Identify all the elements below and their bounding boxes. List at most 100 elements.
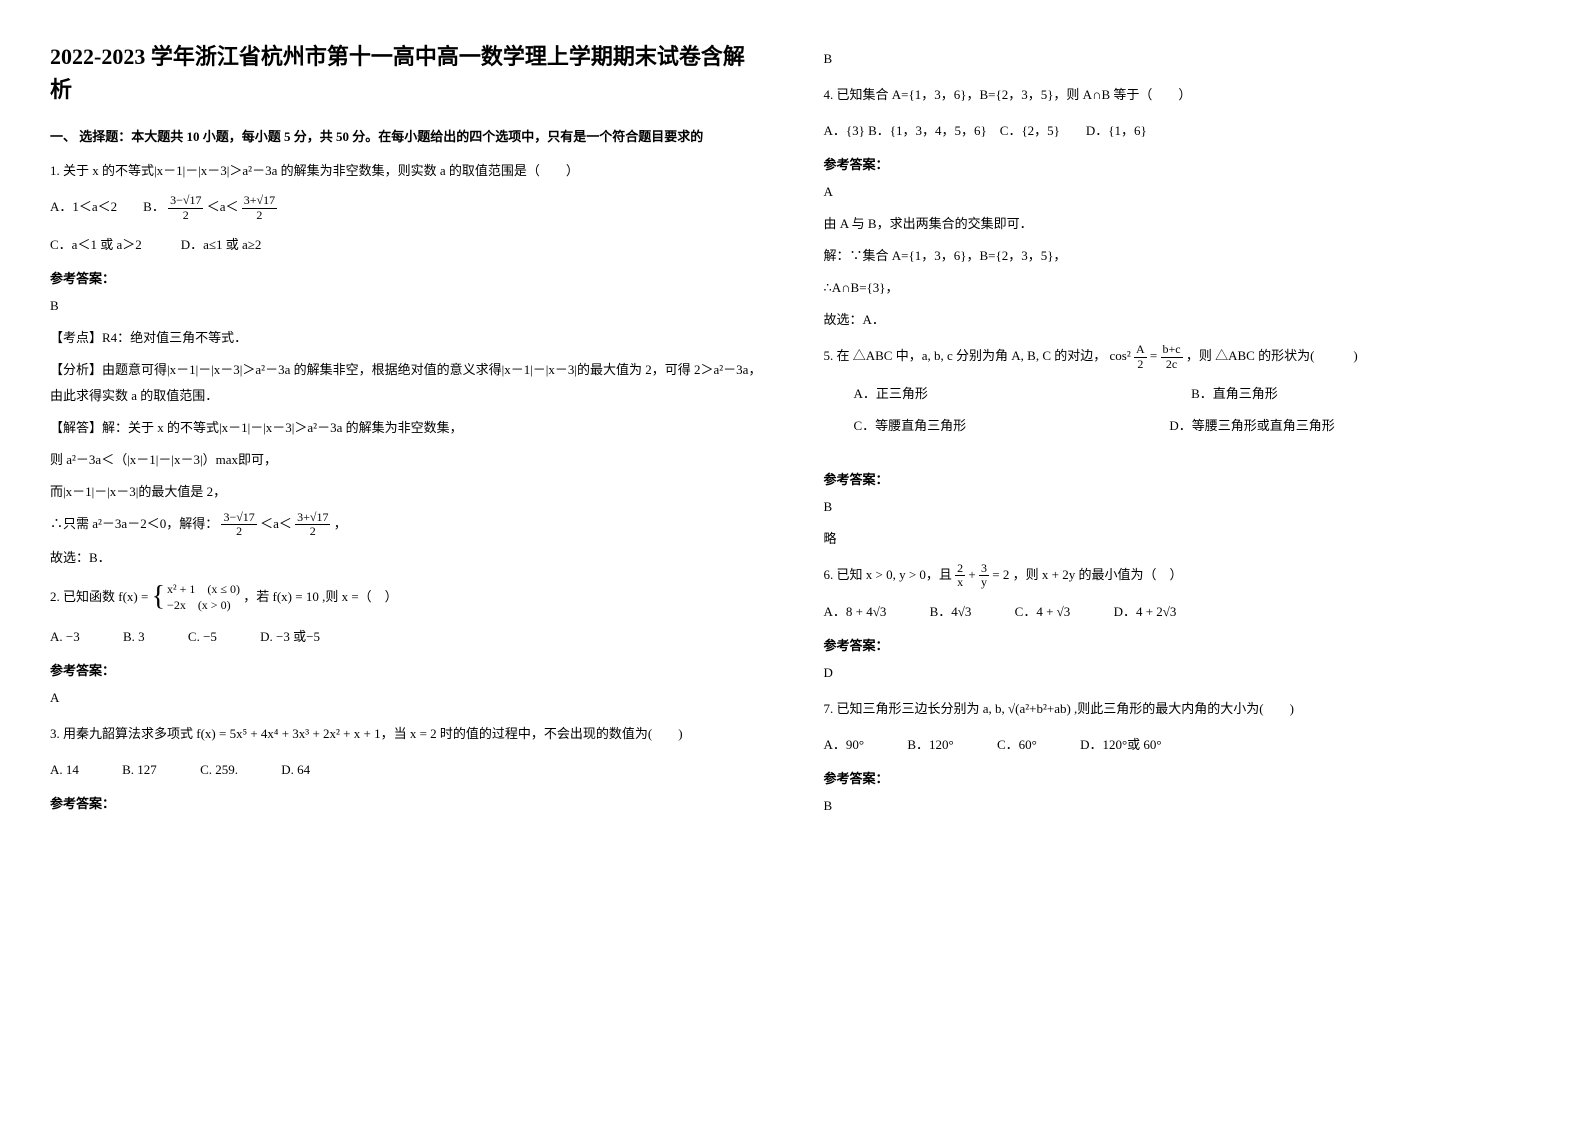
q2-case-1: x² + 1 (x ≤ 0) — [167, 582, 240, 596]
frac-num: 3 — [979, 562, 989, 576]
q6-frac-1: 2 x — [955, 562, 965, 589]
q7-answer: B — [824, 793, 1538, 819]
q2-opt-a: A. −3 — [50, 624, 80, 650]
answer-label: 参考答案： — [824, 768, 1538, 787]
q3-opt-a: A. 14 — [50, 757, 79, 783]
q1-explain-4: 则 a²－3a＜（|x－1|－|x－3|）max即可， — [50, 447, 764, 473]
q5-answer: B — [824, 494, 1538, 520]
q5-stem-pre: 5. 在 △ABC 中，a, b, c 分别为角 A, B, C 的对边， — [824, 348, 1107, 363]
answer-label: 参考答案： — [50, 268, 764, 287]
frac-num: 3−√17 — [168, 194, 203, 208]
q7-opt-c: C．60° — [997, 732, 1037, 758]
q5-cos-lhs: cos² — [1110, 348, 1131, 363]
frac-den: 2 — [1134, 358, 1147, 371]
q5-frac-a: A 2 — [1134, 343, 1147, 370]
frac-den: 2 — [295, 525, 330, 538]
q5-frac-r: b+c 2c — [1161, 343, 1183, 370]
frac-num: 3+√17 — [242, 194, 277, 208]
q4-explain-4: 故选：A． — [824, 307, 1538, 333]
q2-case-2: −2x (x > 0) — [167, 598, 231, 612]
question-6-options: A．8 + 4√3 B．4√3 C．4 + √3 D．4 + 2√3 — [824, 599, 1538, 625]
q4-explain-1: 由 A 与 B，求出两集合的交集即可． — [824, 211, 1538, 237]
answer-label: 参考答案： — [824, 635, 1538, 654]
q5-stem-post: ，则 △ABC 的形状为( ) — [1186, 348, 1358, 363]
left-brace-icon: { — [152, 583, 165, 611]
left-column: 2022-2023 学年浙江省杭州市第十一高中高一数学理上学期期末试卷含解析 一… — [50, 40, 764, 825]
q1-explain-3: 【解答】解：关于 x 的不等式|x－1|－|x－3|＞a²－3a 的解集为非空数… — [50, 415, 764, 441]
q3-opt-d: D. 64 — [281, 757, 310, 783]
q6-stem-pre: 6. 已知 x > 0, y > 0，且 — [824, 567, 956, 582]
question-1-options-cd: C．a＜1 或 a＞2 D．a≤1 或 a≥2 — [50, 232, 764, 258]
frac-den: 2 — [242, 209, 277, 222]
answer-label: 参考答案： — [50, 660, 764, 679]
q2-cases: x² + 1 (x ≤ 0) −2x (x > 0) — [167, 581, 240, 615]
right-column: B 4. 已知集合 A={1，3，6}，B={2，3，5}，则 A∩B 等于（ … — [824, 40, 1538, 825]
question-2-stem: 2. 已知函数 f(x) = { x² + 1 (x ≤ 0) −2x (x >… — [50, 581, 764, 615]
frac-num: 3+√17 — [295, 511, 330, 525]
frac-num: A — [1134, 343, 1147, 357]
frac-den: 2c — [1161, 358, 1183, 371]
q1-exp6-mid: ＜a＜ — [260, 516, 292, 531]
q7-opt-d: D．120°或 60° — [1080, 732, 1162, 758]
question-1-stem: 1. 关于 x 的不等式|x－1|－|x－3|＞a²－3a 的解集为非空数集，则… — [50, 158, 764, 184]
q1-exp6-frac-left: 3−√17 2 — [221, 511, 256, 538]
q1-opt-a-prefix: A．1＜a＜2 B． — [50, 199, 165, 214]
frac-num: 2 — [955, 562, 965, 576]
q5-opt-b: B．直角三角形 — [1191, 381, 1278, 407]
q1-optb-mid: ＜a＜ — [207, 199, 239, 214]
answer-label: 参考答案： — [50, 793, 764, 812]
q1-answer: B — [50, 293, 764, 319]
q6-eq2: = 2 — [992, 567, 1009, 582]
question-5-stem: 5. 在 △ABC 中，a, b, c 分别为角 A, B, C 的对边， co… — [824, 343, 1538, 371]
q7-opt-b: B．120° — [907, 732, 953, 758]
frac-den: 2 — [168, 209, 203, 222]
question-3-stem: 3. 用秦九韶算法求多项式 f(x) = 5x⁵ + 4x⁴ + 3x³ + 2… — [50, 721, 764, 747]
q3-answer: B — [824, 46, 1538, 72]
q5-eq: = — [1150, 348, 1161, 363]
question-4-options: A．{3} B．{1，3，4，5，6} C．{2，5} D．{1，6} — [824, 118, 1538, 144]
q4-answer: A — [824, 179, 1538, 205]
q2-opt-b: B. 3 — [123, 624, 145, 650]
q5-explain: 略 — [824, 526, 1538, 552]
q2-opt-c: C. −5 — [188, 624, 217, 650]
q2-opt-d: D. −3 或−5 — [260, 624, 320, 650]
q1-explain-5: 而|x－1|－|x－3|的最大值是 2， — [50, 479, 764, 505]
question-6-stem: 6. 已知 x > 0, y > 0，且 2 x + 3 y = 2 ，则 x … — [824, 562, 1538, 590]
question-2-options: A. −3 B. 3 C. −5 D. −3 或−5 — [50, 624, 764, 650]
q1-explain-1: 【考点】R4：绝对值三角不等式． — [50, 325, 764, 351]
q1-explain-7: 故选：B． — [50, 545, 764, 571]
q6-answer: D — [824, 660, 1538, 686]
question-5-options-cd: C．等腰直角三角形 D．等腰三角形或直角三角形 — [824, 413, 1538, 439]
question-4-stem: 4. 已知集合 A={1，3，6}，B={2，3，5}，则 A∩B 等于（ ） — [824, 82, 1538, 108]
question-1-options-ab: A．1＜a＜2 B． 3−√17 2 ＜a＜ 3+√17 2 — [50, 194, 764, 222]
frac-den: x — [955, 576, 965, 589]
q1-explain-6: ∴只需 a²－3a－2＜0，解得： 3−√17 2 ＜a＜ 3+√17 2 ， — [50, 511, 764, 539]
q6-opt-d: D．4 + 2√3 — [1114, 599, 1177, 625]
q1-explain-2: 【分析】由题意可得|x－1|－|x－3|＞a²－3a 的解集非空，根据绝对值的意… — [50, 357, 764, 409]
q6-frac-2: 3 y — [979, 562, 989, 589]
q6-opt-c: C．4 + √3 — [1015, 599, 1071, 625]
question-7-options: A．90° B．120° C．60° D．120°或 60° — [824, 732, 1538, 758]
q5-opt-c: C．等腰直角三角形 — [854, 413, 967, 439]
q5-opt-d: D．等腰三角形或直角三角形 — [1169, 413, 1334, 439]
exam-title: 2022-2023 学年浙江省杭州市第十一高中高一数学理上学期期末试卷含解析 — [50, 40, 764, 106]
q2-stem-pre: 2. 已知函数 — [50, 588, 115, 603]
question-3-options: A. 14 B. 127 C. 259. D. 64 — [50, 757, 764, 783]
section-1-heading: 一、 选择题：本大题共 10 小题，每小题 5 分，共 50 分。在每小题给出的… — [50, 126, 764, 148]
frac-den: y — [979, 576, 989, 589]
q2-answer: A — [50, 685, 764, 711]
q3-opt-b: B. 127 — [122, 757, 157, 783]
answer-label: 参考答案： — [824, 154, 1538, 173]
frac-num: 3−√17 — [221, 511, 256, 525]
q6-opt-a: A．8 + 4√3 — [824, 599, 887, 625]
q2-fx: f(x) = — [118, 588, 151, 603]
q6-plus: + — [968, 567, 979, 582]
q5-opt-a: A．正三角形 — [854, 381, 928, 407]
answer-label: 参考答案： — [824, 469, 1538, 488]
q1-exp6-frac-right: 3+√17 2 — [295, 511, 330, 538]
frac-num: b+c — [1161, 343, 1183, 357]
q1-exp6-pre: ∴只需 a²－3a－2＜0，解得： — [50, 516, 218, 531]
q6-stem-post: ，则 x + 2y 的最小值为（ ） — [1013, 567, 1183, 582]
q6-opt-b: B．4√3 — [930, 599, 972, 625]
q4-explain-2: 解：∵集合 A={1，3，6}，B={2，3，5}， — [824, 243, 1538, 269]
